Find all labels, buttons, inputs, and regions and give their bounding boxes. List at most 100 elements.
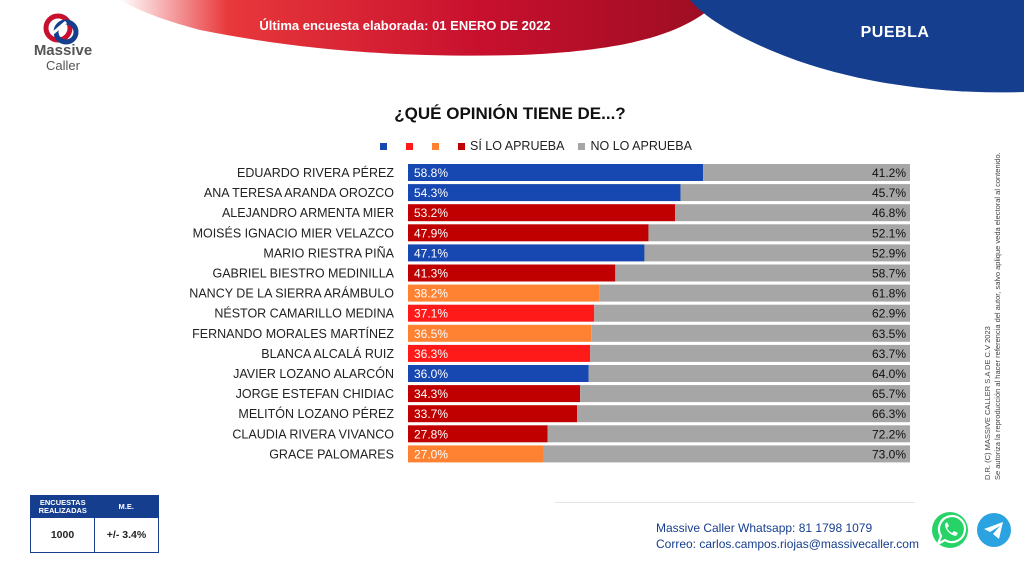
- legend-label: SÍ LO APRUEBA: [470, 139, 565, 153]
- disapprove-value-label: 73.0%: [872, 447, 906, 461]
- category-label: BLANCA ALCALÁ RUIZ: [261, 346, 394, 361]
- footer-divider: [555, 502, 915, 503]
- disapprove-value-label: 66.3%: [872, 407, 906, 421]
- approve-value-label: 33.7%: [414, 407, 448, 421]
- disapprove-value-label: 46.8%: [872, 206, 906, 220]
- disapprove-bar: [580, 385, 910, 403]
- whatsapp-number[interactable]: 81 1798 1079: [798, 521, 873, 535]
- approve-bar: [408, 224, 649, 242]
- approval-bar-chart: EDUARDO RIVERA PÉREZ 58.8% 41.2% ANA TERESA…: [189, 164, 910, 463]
- approve-value-label: 47.9%: [414, 226, 448, 240]
- category-label: GABRIEL BIESTRO MEDINILLA: [212, 267, 394, 281]
- approve-value-label: 34.3%: [414, 387, 448, 401]
- legend-swatch: [432, 142, 439, 150]
- disapprove-bar: [615, 264, 910, 282]
- approve-value-label: 47.1%: [414, 246, 448, 260]
- category-label: ANA TERESA ARANDA OROZCO: [204, 186, 394, 200]
- whatsapp-icon[interactable]: [930, 510, 970, 550]
- approve-value-label: 54.3%: [414, 186, 448, 200]
- disapprove-value-label: 61.8%: [872, 287, 906, 301]
- disapprove-bar: [543, 445, 910, 463]
- approve-value-label: 37.1%: [414, 307, 448, 321]
- category-label: MOISÉS IGNACIO MIER VELAZCO: [193, 225, 395, 240]
- legend-swatch: [406, 142, 413, 150]
- disapprove-value-label: 65.7%: [872, 387, 906, 401]
- logo-line1: Massive: [33, 42, 93, 59]
- approve-value-label: 27.8%: [414, 427, 448, 441]
- approve-value-label: 58.8%: [414, 166, 448, 180]
- disapprove-bar: [547, 425, 910, 443]
- approve-value-label: 53.2%: [414, 206, 448, 220]
- logo-icon: [43, 13, 79, 45]
- category-label: GRACE PALOMARES: [269, 447, 394, 461]
- copyright-note: D.R. (C) MASSIVE CALLER S.A DE C.V 2023 …: [983, 152, 1002, 480]
- category-label: JAVIER LOZANO ALARCÓN: [233, 366, 394, 381]
- approve-value-label: 36.3%: [414, 347, 448, 361]
- disapprove-bar: [590, 344, 910, 362]
- disapprove-value-label: 63.7%: [872, 347, 906, 361]
- approve-value-label: 27.0%: [414, 447, 448, 461]
- approve-value-label: 36.0%: [414, 367, 448, 381]
- disapprove-value-label: 52.1%: [872, 226, 906, 240]
- whatsapp-label: Massive Caller Whatsapp:: [656, 521, 796, 535]
- approve-bar: [408, 324, 592, 342]
- disapprove-value-label: 72.2%: [872, 427, 906, 441]
- disapprove-value-label: 64.0%: [872, 367, 906, 381]
- margin-error-value: +/- 3.4%: [106, 529, 147, 541]
- disapprove-value-label: 41.2%: [872, 166, 906, 180]
- category-label: EDUARDO RIVERA PÉREZ: [237, 165, 394, 180]
- legend-item: SÍ LO APRUEBA: [458, 139, 564, 153]
- approve-bar: [408, 385, 581, 403]
- approve-bar: [408, 425, 548, 443]
- header-banner: [120, 0, 1024, 93]
- legend-swatch: [458, 142, 465, 150]
- approve-bar: [408, 344, 591, 362]
- category-label: CLAUDIA RIVERA VIVANCO: [232, 427, 394, 441]
- copyright-line2: Se autoriza la reproducción al hacer ref…: [993, 152, 1002, 480]
- survey-date-title: Última encuesta elaborada: 01 ENERO DE 2…: [259, 18, 551, 33]
- legend-item: [432, 142, 444, 150]
- email-address[interactable]: carlos.campos.riojas@massivecaller.com: [699, 537, 919, 551]
- disapprove-bar: [648, 224, 910, 242]
- logo-line2: Caller: [46, 58, 80, 73]
- approve-value-label: 41.3%: [414, 267, 448, 281]
- survey-table-header: ENCUESTAS REALIZADAS M.E.: [31, 496, 158, 518]
- disapprove-bar: [675, 204, 910, 222]
- telegram-icon[interactable]: [976, 512, 1012, 548]
- survey-table-body: 1000 +/- 3.4%: [31, 518, 158, 552]
- disapprove-value-label: 58.7%: [872, 267, 906, 281]
- disapprove-value-label: 63.5%: [872, 327, 906, 341]
- category-label: JORGE ESTEFAN CHIDIAC: [236, 387, 394, 401]
- email-label: Correo:: [656, 537, 697, 551]
- disapprove-bar: [680, 184, 910, 202]
- disapprove-bar: [703, 164, 910, 181]
- approve-value-label: 36.5%: [414, 327, 448, 341]
- disapprove-bar: [599, 284, 910, 302]
- header-blue-shape: [690, 0, 1024, 93]
- disapprove-bar: [577, 405, 910, 423]
- chart-title: ¿QUÉ OPINIÓN TIENE DE...?: [394, 104, 626, 123]
- approve-bar: [408, 284, 600, 302]
- disapprove-bar: [588, 365, 910, 382]
- disapprove-bar: [644, 244, 910, 262]
- legend-swatch: [380, 142, 387, 150]
- margin-error-header: M.E.: [118, 502, 134, 511]
- disapprove-bar: [594, 304, 910, 322]
- category-label: NANCY DE LA SIERRA ARÁMBULO: [189, 286, 394, 301]
- category-label: MARIO RIESTRA PIÑA: [263, 246, 394, 260]
- disapprove-bar: [591, 324, 910, 342]
- approve-bar: [408, 244, 645, 262]
- massive-caller-logo: Massive Caller: [28, 12, 98, 76]
- approve-value-label: 38.2%: [414, 287, 448, 301]
- category-label: MELITÓN LOZANO PÉREZ: [238, 406, 394, 421]
- category-label: ALEJANDRO ARMENTA MIER: [222, 206, 394, 220]
- copyright-line1: D.R. (C) MASSIVE CALLER S.A DE C.V 2023: [983, 326, 992, 480]
- approve-bar: [408, 405, 578, 423]
- legend-item: NO LO APRUEBA: [578, 139, 692, 153]
- email-contact: Correo: carlos.campos.riojas@massivecall…: [656, 537, 919, 551]
- state-label: PUEBLA: [860, 24, 930, 41]
- disapprove-value-label: 62.9%: [872, 307, 906, 321]
- whatsapp-contact: Massive Caller Whatsapp: 81 1798 1079: [656, 521, 872, 535]
- approve-bar: [408, 365, 589, 382]
- header-red-wave: [120, 0, 720, 56]
